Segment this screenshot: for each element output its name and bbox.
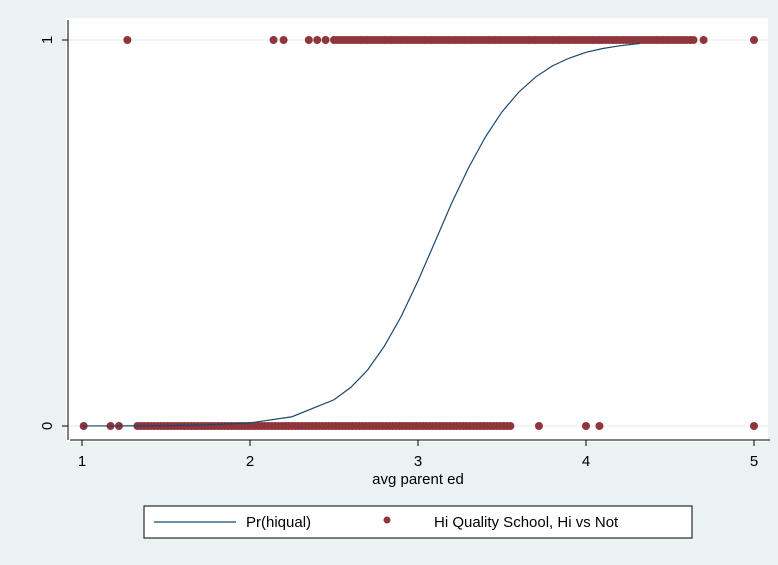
legend-point-swatch [383, 516, 391, 524]
x-tick-label: 2 [246, 453, 254, 470]
legend-box [143, 505, 693, 539]
data-point [321, 36, 330, 44]
y-ticks: 01 [39, 36, 68, 430]
x-tick-label: 3 [414, 453, 422, 470]
data-point [123, 36, 132, 44]
axes [67, 20, 770, 441]
data-point [595, 422, 604, 430]
y-tick-label: 1 [39, 36, 56, 44]
data-point [279, 36, 288, 44]
legend-label-fit: Pr(hiqual) [246, 514, 311, 531]
x-tick-label: 5 [750, 453, 758, 470]
data-point [689, 36, 698, 44]
data-point [313, 36, 322, 44]
plot-area [66, 18, 768, 442]
scatter-points [79, 36, 758, 430]
legend: Pr(hiqual) Hi Quality School, Hi vs Not [143, 505, 693, 539]
data-point [304, 36, 313, 44]
x-tick-label: 1 [78, 453, 86, 470]
x-ticks: 1 2 3 4 5 [78, 440, 758, 470]
data-point [269, 36, 278, 44]
data-point [750, 36, 758, 44]
y-tick-label: 0 [39, 422, 56, 430]
x-axis-label: avg parent ed [372, 471, 464, 488]
data-point [506, 422, 515, 430]
data-point [534, 422, 543, 430]
legend-label-points: Hi Quality School, Hi vs Not [434, 514, 619, 531]
data-point [582, 422, 590, 430]
data-point [699, 36, 708, 44]
data-point [750, 422, 758, 430]
x-tick-label: 4 [582, 453, 590, 470]
fit-line [81, 42, 640, 427]
